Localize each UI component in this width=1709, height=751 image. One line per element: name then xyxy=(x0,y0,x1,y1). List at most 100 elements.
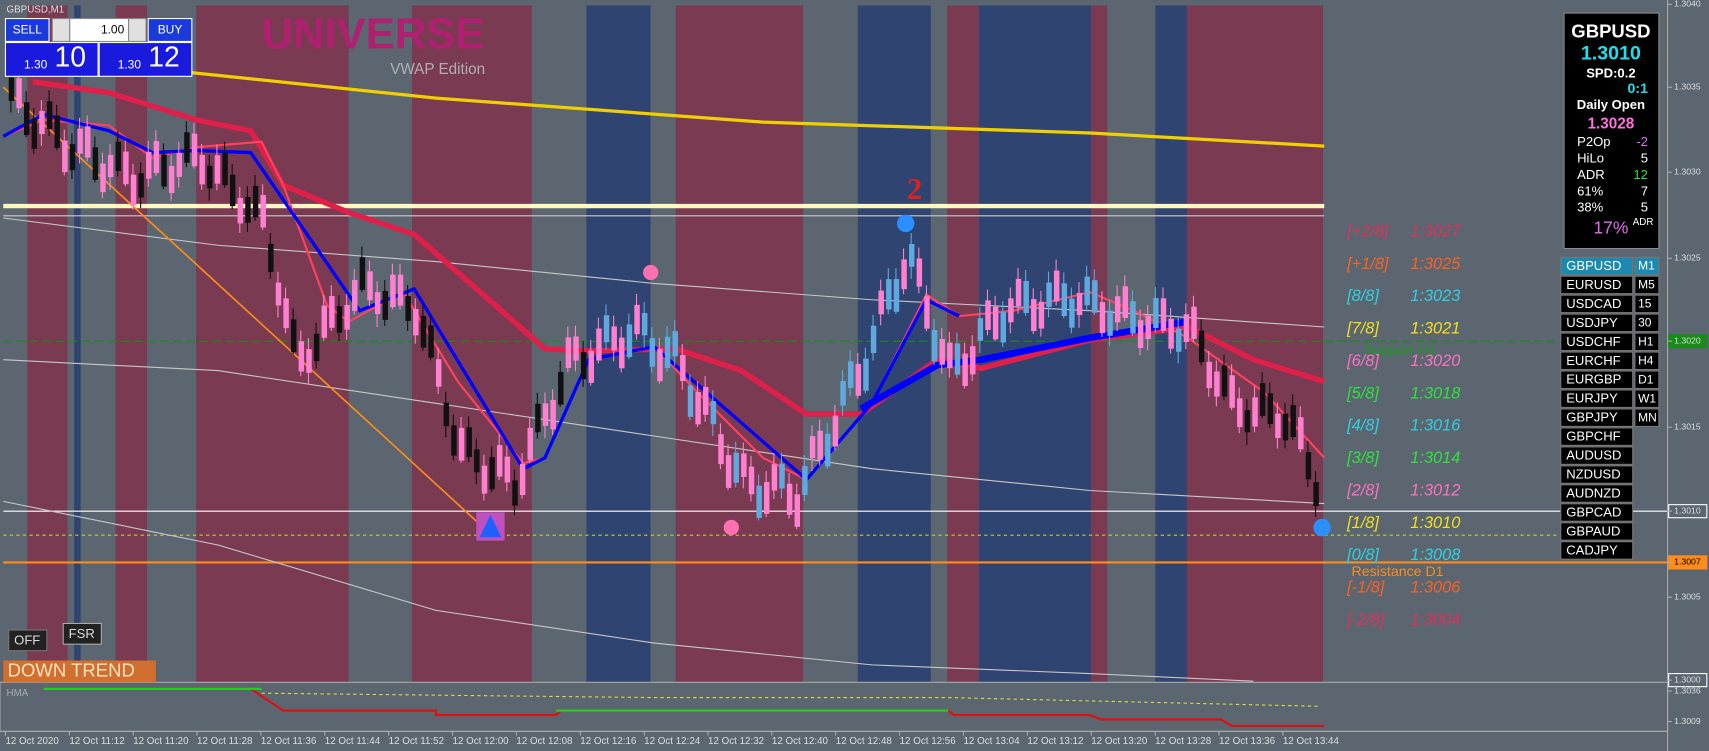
timeframe-button[interactable] xyxy=(1634,294,1660,314)
bid-small[interactable]: 10 xyxy=(54,41,86,73)
candle-body xyxy=(580,352,587,380)
candle-body xyxy=(138,173,144,198)
symbol-button[interactable] xyxy=(1560,446,1634,465)
symbol-name[interactable]: NZDUSD xyxy=(1566,467,1620,482)
timeframe-name[interactable]: M5 xyxy=(1638,278,1655,292)
timeframe-name[interactable]: M1 xyxy=(1638,259,1655,273)
buy-button[interactable] xyxy=(147,18,193,42)
candle-body xyxy=(1275,413,1281,438)
candle-body xyxy=(161,154,167,187)
bid-box[interactable] xyxy=(4,41,99,77)
candle-body xyxy=(1206,361,1212,389)
symbol-button[interactable] xyxy=(1560,389,1634,408)
murray-level: [+1/8] xyxy=(1346,255,1389,273)
symbol-button[interactable] xyxy=(1560,313,1634,333)
lot-value[interactable]: 1.00 xyxy=(101,23,125,37)
candle-body xyxy=(8,77,15,101)
time-label: 12 Oct 11:12 xyxy=(69,736,124,747)
timeframe-name[interactable]: 15 xyxy=(1638,297,1652,311)
candle-body xyxy=(1267,393,1274,424)
timeframe-button[interactable] xyxy=(1634,332,1660,352)
fsr-label[interactable]: FSR xyxy=(69,626,95,641)
symbol-name[interactable]: EURCHF xyxy=(1566,353,1620,368)
candle-body xyxy=(382,290,389,320)
buy-label[interactable]: BUY xyxy=(158,23,183,37)
timeframe-button[interactable] xyxy=(1634,389,1660,408)
murray-price: 1:3008 xyxy=(1410,546,1460,564)
candle-body xyxy=(1259,383,1266,416)
timeframe-name[interactable]: D1 xyxy=(1638,372,1654,386)
candle-body xyxy=(535,403,541,433)
timeframe-button[interactable] xyxy=(1634,275,1660,295)
symbol-name[interactable]: AUDUSD xyxy=(1566,448,1621,463)
symbol-button[interactable] xyxy=(1560,370,1634,390)
candle-body xyxy=(245,196,251,223)
info-rows: P2Op -2 HiLo 5 ADR 12 61% 7 38% 5 xyxy=(1577,134,1648,214)
sell-button[interactable] xyxy=(4,18,50,42)
symbol-name[interactable]: AUDNZD xyxy=(1566,486,1620,501)
off-button[interactable] xyxy=(8,629,48,652)
timeframe-button[interactable] xyxy=(1634,256,1660,276)
symbol-button[interactable] xyxy=(1560,541,1634,560)
ask-big[interactable]: 1.30 xyxy=(118,58,142,72)
symbol-name[interactable]: EURGBP xyxy=(1566,372,1621,387)
signal-dot xyxy=(897,214,915,233)
info-row-value: 7 xyxy=(1641,183,1648,198)
hma-label: HMA xyxy=(7,688,29,699)
candle-body xyxy=(77,128,83,154)
symbol-button[interactable] xyxy=(1560,351,1634,371)
candle-body xyxy=(405,296,411,321)
bid-big[interactable]: 1.30 xyxy=(24,58,48,72)
fsr-button[interactable] xyxy=(62,622,102,645)
info-ratio: 0:1 xyxy=(1627,81,1648,97)
symbol-name[interactable]: GBPUSD xyxy=(1566,258,1621,273)
timeframe-name[interactable]: H4 xyxy=(1638,354,1654,368)
symbol-button[interactable] xyxy=(1560,522,1634,541)
symbol-name[interactable]: USDCAD xyxy=(1566,296,1621,311)
ask-box[interactable] xyxy=(98,41,193,77)
time-label: 12 Oct 11:36 xyxy=(261,736,317,747)
timeframe-button[interactable] xyxy=(1634,351,1660,371)
subtitle: VWAP Edition xyxy=(390,61,485,78)
candle-body xyxy=(870,325,877,354)
lot-down[interactable] xyxy=(51,18,71,42)
timeframe-name[interactable]: H1 xyxy=(1638,335,1654,349)
candle-body xyxy=(1061,283,1068,316)
candle-body xyxy=(817,430,823,460)
symbol-button[interactable] xyxy=(1560,294,1634,314)
symbol-button[interactable] xyxy=(1560,427,1634,446)
timeframe-name[interactable]: 30 xyxy=(1638,316,1652,330)
lot-up[interactable] xyxy=(128,18,147,42)
sell-label[interactable]: SELL xyxy=(13,23,43,37)
symbol-name[interactable]: GBPCAD xyxy=(1566,505,1621,520)
timeframe-name[interactable]: MN xyxy=(1638,410,1657,424)
candle-body xyxy=(1313,482,1319,507)
timeframe-button[interactable] xyxy=(1634,408,1660,427)
candle-body xyxy=(825,433,831,467)
timeframe-button[interactable] xyxy=(1634,313,1660,333)
symbol-name[interactable]: GBPJPY xyxy=(1566,410,1618,425)
symbol-button[interactable] xyxy=(1560,484,1634,503)
ask-small[interactable]: 12 xyxy=(148,41,180,73)
symbol-button[interactable] xyxy=(1560,332,1634,352)
symbol-button[interactable] xyxy=(1560,275,1634,295)
symbol-name[interactable]: CADJPY xyxy=(1566,542,1618,557)
timeframe-name[interactable]: W1 xyxy=(1638,391,1656,405)
window-title: GBPUSD,M1 xyxy=(7,4,65,15)
symbol-name[interactable]: USDCHF xyxy=(1566,334,1620,349)
symbol-name[interactable]: USDJPY xyxy=(1566,315,1618,330)
symbol-button[interactable] xyxy=(1560,256,1634,276)
symbol-name[interactable]: GBPAUD xyxy=(1566,523,1620,538)
symbol-name[interactable]: GBPCHF xyxy=(1566,429,1620,444)
symbol-button[interactable] xyxy=(1560,503,1634,522)
off-label[interactable]: OFF xyxy=(14,632,40,647)
timeframe-button[interactable] xyxy=(1634,370,1660,390)
symbol-name[interactable]: EURUSD xyxy=(1566,277,1621,292)
murray-level: [3/8] xyxy=(1346,449,1379,467)
signal-dot xyxy=(1313,518,1331,537)
candle-body xyxy=(1053,270,1060,302)
symbol-button[interactable] xyxy=(1560,408,1634,427)
resistance-label: Resistance D1 xyxy=(1352,564,1444,580)
symbol-button[interactable] xyxy=(1560,465,1634,484)
symbol-name[interactable]: EURJPY xyxy=(1566,391,1618,406)
